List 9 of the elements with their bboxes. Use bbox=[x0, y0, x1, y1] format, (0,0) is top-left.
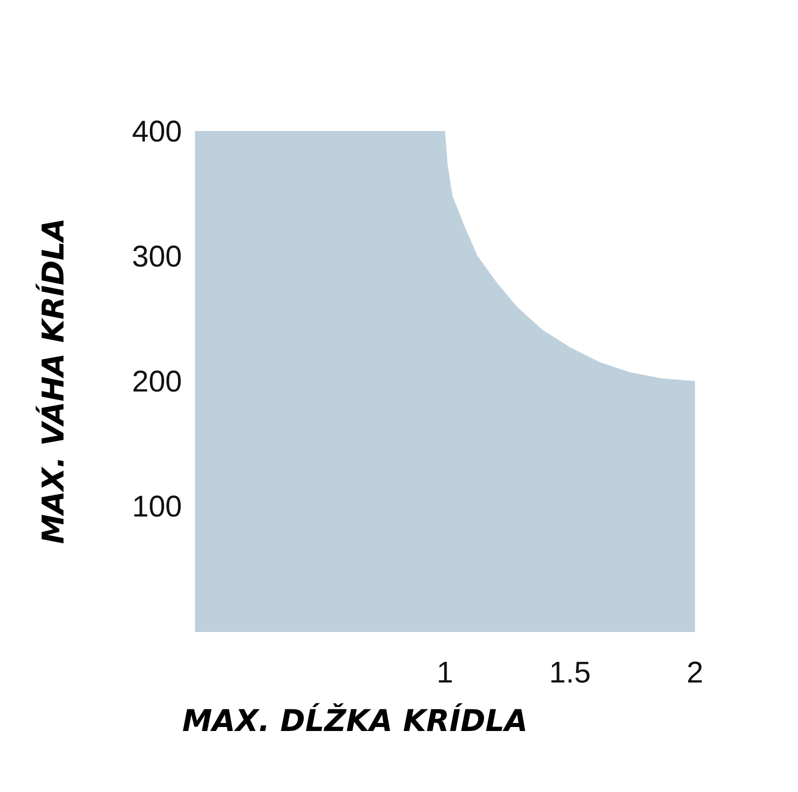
x-tick-label: 1 bbox=[436, 656, 454, 690]
y-tick-label: 300 bbox=[132, 240, 182, 274]
y-tick-label: 200 bbox=[132, 366, 182, 399]
y-axis-title: MAX. VÁHA KRÍDLA bbox=[36, 218, 72, 544]
x-axis-title: MAX. DĹŽKA KRÍDLA bbox=[182, 703, 528, 739]
y-tick-label: 400 bbox=[132, 116, 182, 149]
y-tick-label: 100 bbox=[132, 490, 182, 524]
x-tick-label: 1.5 bbox=[549, 656, 591, 690]
x-tick-label: 2 bbox=[686, 656, 704, 690]
